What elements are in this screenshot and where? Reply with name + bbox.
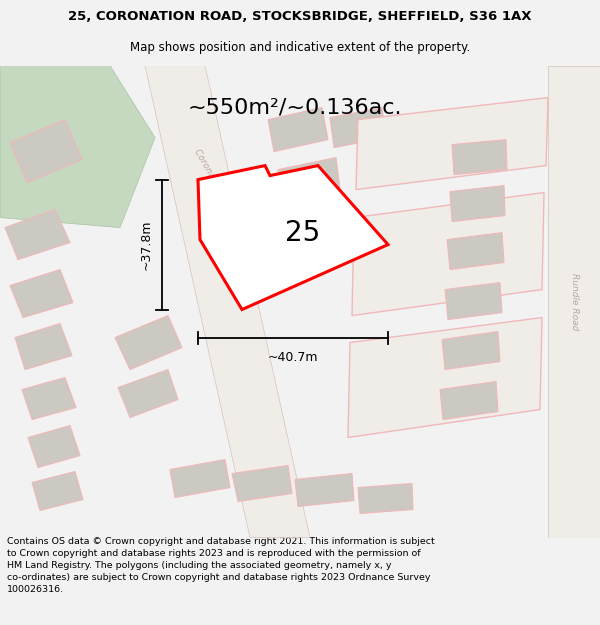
Polygon shape (356, 98, 548, 189)
Polygon shape (330, 107, 386, 148)
Polygon shape (15, 324, 72, 369)
Polygon shape (278, 158, 340, 202)
Polygon shape (358, 484, 413, 514)
Polygon shape (445, 282, 502, 319)
Polygon shape (0, 66, 155, 228)
Polygon shape (232, 466, 292, 501)
Polygon shape (28, 426, 80, 468)
Polygon shape (10, 269, 73, 318)
Text: Rundle Road: Rundle Road (569, 273, 578, 330)
Polygon shape (440, 381, 498, 419)
Text: ~37.8m: ~37.8m (139, 219, 152, 270)
Text: Coronation Road: Coronation Road (192, 148, 238, 218)
Polygon shape (145, 66, 310, 538)
Polygon shape (452, 139, 507, 174)
Text: Map shows position and indicative extent of the property.: Map shows position and indicative extent… (130, 41, 470, 54)
Text: Contains OS data © Crown copyright and database right 2021. This information is : Contains OS data © Crown copyright and d… (7, 538, 435, 594)
Polygon shape (348, 318, 542, 438)
Polygon shape (450, 186, 505, 222)
Polygon shape (32, 471, 83, 511)
Polygon shape (22, 378, 76, 419)
Polygon shape (198, 166, 388, 309)
Text: 25, CORONATION ROAD, STOCKSBRIDGE, SHEFFIELD, S36 1AX: 25, CORONATION ROAD, STOCKSBRIDGE, SHEFF… (68, 10, 532, 23)
Polygon shape (295, 474, 354, 506)
Text: 25: 25 (286, 219, 320, 247)
Polygon shape (447, 232, 504, 269)
Polygon shape (5, 209, 70, 259)
Polygon shape (10, 119, 82, 182)
Polygon shape (442, 331, 500, 369)
Text: ~550m²/~0.136ac.: ~550m²/~0.136ac. (188, 98, 402, 118)
Text: ~40.7m: ~40.7m (268, 351, 318, 364)
Polygon shape (352, 192, 544, 316)
Polygon shape (268, 107, 328, 152)
Polygon shape (170, 459, 230, 498)
Polygon shape (115, 316, 182, 369)
Polygon shape (118, 369, 178, 418)
Polygon shape (548, 66, 600, 538)
